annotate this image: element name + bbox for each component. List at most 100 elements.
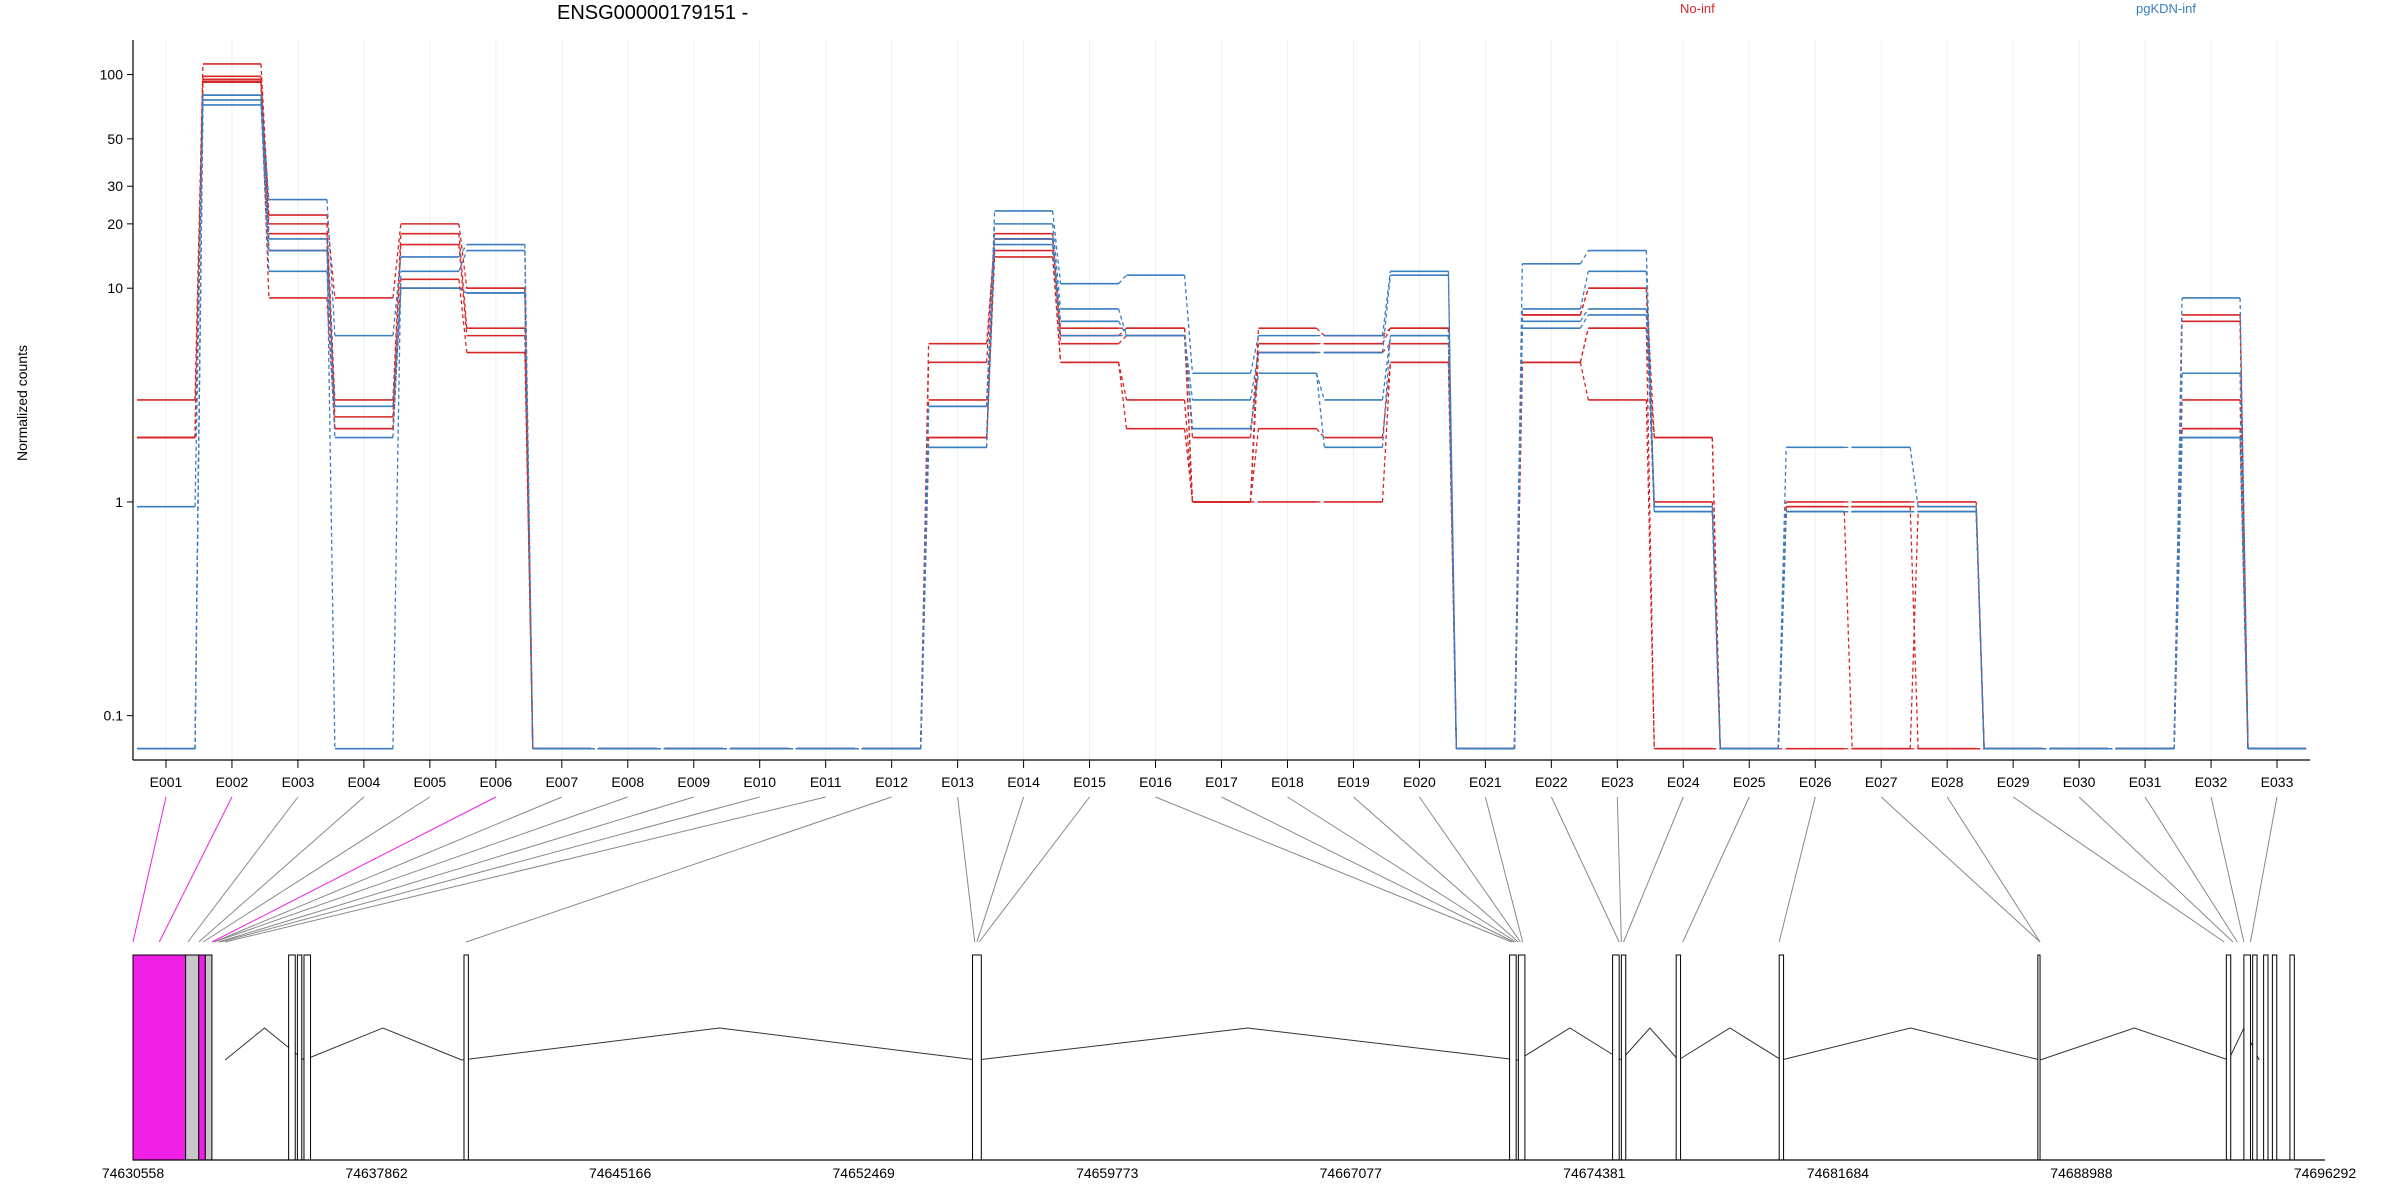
- series-connector: [1249, 428, 1260, 502]
- genomic-tick-label: 74681684: [1807, 1165, 1870, 1181]
- series-connector: [1183, 328, 1194, 438]
- series-connector: [1118, 320, 1128, 336]
- series-connector: [458, 223, 468, 289]
- exon-connector: [1616, 796, 1622, 943]
- exon-block: [1612, 954, 1620, 1161]
- exon-connector: [978, 796, 1090, 943]
- series-connector: [1579, 362, 1589, 401]
- y-tick-label: 100: [100, 66, 124, 82]
- series-connector: [920, 447, 930, 749]
- series-connector: [2239, 437, 2249, 749]
- x-tick-label: E020: [1403, 774, 1436, 790]
- series-connector: [392, 288, 402, 438]
- exon-connector: [1484, 796, 1524, 943]
- series-connector: [1183, 335, 1194, 429]
- x-tick-label: E027: [1865, 774, 1898, 790]
- series-connector: [458, 233, 468, 329]
- y-tick-label: 1: [115, 494, 123, 510]
- y-tick-label: 50: [107, 131, 123, 147]
- exon-block: [185, 954, 200, 1161]
- series-connector: [1117, 308, 1128, 336]
- series-connector: [1051, 210, 1062, 284]
- series-connector: [1381, 335, 1392, 401]
- series-connector: [1117, 362, 1128, 429]
- y-tick-label: 20: [107, 216, 123, 232]
- x-tick-label: E026: [1799, 774, 1832, 790]
- exon-block: [2225, 954, 2232, 1161]
- exon-connector: [1287, 796, 1517, 943]
- series-connector: [1909, 511, 1919, 749]
- exon-connector: [1946, 796, 2041, 943]
- x-tick-label: E021: [1469, 774, 1502, 790]
- exon-connector: [2210, 796, 2245, 943]
- exon-connector: [1353, 796, 1519, 943]
- series-connector: [985, 256, 996, 438]
- exon-connector: [2249, 796, 2278, 943]
- series-connector: [458, 250, 468, 272]
- exon-connector: [1550, 796, 1620, 943]
- exon-block: [288, 954, 296, 1161]
- genomic-tick-label: 74688988: [2050, 1165, 2113, 1181]
- exon-connector: [213, 796, 628, 943]
- exon-connector: [1682, 796, 1750, 943]
- exon-connector: [1155, 796, 1512, 943]
- series-connector: [1843, 511, 1853, 749]
- x-tick-label: E001: [150, 774, 183, 790]
- series-connector: [1975, 511, 1985, 749]
- series-connector: [1645, 314, 1655, 512]
- series-connector: [458, 287, 468, 294]
- series-connector: [458, 244, 468, 336]
- exon-connector: [466, 796, 892, 943]
- series-connector: [1777, 511, 1787, 749]
- chart-title: ENSG00000179151 -: [557, 2, 749, 24]
- x-tick-label: E024: [1667, 774, 1700, 790]
- series-connector: [326, 238, 336, 749]
- exon-connector: [957, 796, 976, 943]
- series-connector: [1711, 511, 1721, 749]
- exon-connector: [198, 796, 365, 943]
- series-connector: [1051, 256, 1062, 363]
- series-connector: [2173, 428, 2183, 749]
- exon-block: [2243, 954, 2251, 1161]
- series-connector: [524, 292, 534, 749]
- series-connector: [1645, 399, 1655, 749]
- series-connector: [1909, 506, 1919, 749]
- x-tick-label: E005: [414, 774, 447, 790]
- exon-connector: [213, 796, 562, 943]
- exon-block: [204, 954, 213, 1161]
- intron-line: [1518, 1027, 1622, 1061]
- exon-block: [303, 954, 312, 1161]
- series-connector: [1315, 373, 1326, 401]
- series-connector: [1381, 271, 1392, 336]
- series-connector: [1513, 328, 1523, 749]
- exon-block: [1517, 954, 1526, 1161]
- exon-connector: [220, 796, 760, 943]
- x-tick-label: E014: [1007, 774, 1040, 790]
- series-connector: [392, 271, 402, 749]
- genomic-tick-label: 74674381: [1563, 1165, 1626, 1181]
- series-connector: [1249, 352, 1260, 401]
- x-tick-label: E030: [2063, 774, 2096, 790]
- intron-line: [461, 1027, 977, 1061]
- x-tick-label: E032: [2195, 774, 2228, 790]
- series-connector: [1579, 288, 1589, 316]
- x-tick-label: E023: [1601, 774, 1634, 790]
- series-connector: [1645, 271, 1655, 512]
- exon-connector: [132, 796, 167, 943]
- exon-block: [1509, 954, 1517, 1161]
- x-tick-label: E015: [1073, 774, 1106, 790]
- x-tick-label: E031: [2129, 774, 2162, 790]
- series-connector: [1447, 275, 1458, 749]
- series-connector: [326, 250, 336, 407]
- exon-connector: [202, 796, 431, 943]
- series-connector: [1118, 274, 1127, 285]
- series-connector: [2173, 428, 2183, 749]
- x-tick-label: E009: [677, 774, 710, 790]
- series-connector: [392, 223, 402, 299]
- series-connector: [1051, 223, 1062, 309]
- legend-pgkdn-inf: pgKDN-inf: [2136, 1, 2196, 16]
- series-connector: [1645, 328, 1655, 438]
- exon-block: [1675, 954, 1682, 1161]
- exon-block: [972, 954, 982, 1161]
